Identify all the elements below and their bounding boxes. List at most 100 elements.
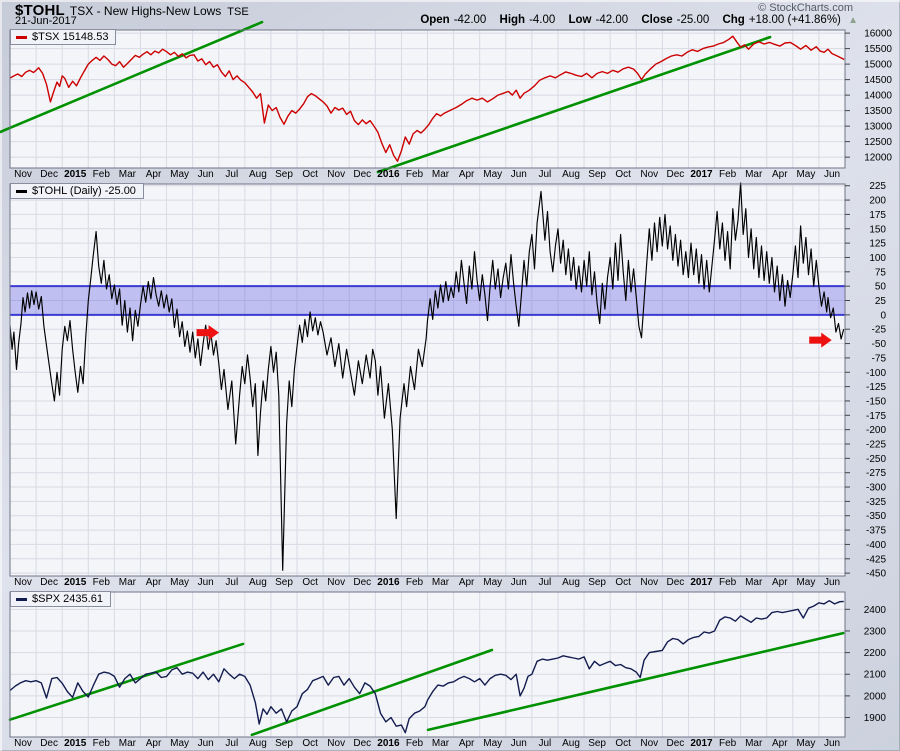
- x-axis-month-label: Aug: [248, 169, 267, 180]
- y-axis-tick-label: 175: [869, 210, 886, 221]
- x-axis-month-label: Mar: [118, 169, 137, 180]
- y-axis-tick-label: -275: [866, 468, 886, 479]
- trendline: [376, 35, 772, 174]
- x-axis-month-label: Jun: [510, 169, 527, 180]
- x-axis-month-label: 2015: [64, 169, 87, 180]
- y-axis-tick-label: -425: [866, 554, 886, 565]
- x-axis-month-label: Aug: [562, 577, 580, 588]
- x-axis-month-label: Nov: [640, 738, 659, 749]
- x-axis-month-label: Feb: [92, 577, 110, 588]
- x-axis-month-label: Nov: [327, 738, 346, 749]
- x-axis-month-label: Apr: [145, 738, 162, 749]
- x-axis-month-label: Dec: [353, 738, 372, 749]
- x-axis-month-label: May: [796, 577, 816, 588]
- y-axis-tick-label: 150: [869, 224, 886, 235]
- x-axis-month-label: Feb: [405, 169, 424, 180]
- y-axis-tick-label: 16000: [864, 29, 892, 40]
- spx-price-panel: 2400 2300 2200 2100 2000 1900: [8, 591, 886, 738]
- y-axis-tick-label: 14500: [864, 75, 892, 86]
- x-axis-month-label: May: [170, 577, 190, 588]
- y-axis-tick-label: -225: [866, 439, 886, 450]
- x-axis-month-label: May: [483, 738, 503, 749]
- panel-border: [9, 591, 846, 738]
- x-axis-month-label: May: [796, 169, 816, 180]
- x-axis-month-label: Jul: [225, 738, 239, 749]
- x-axis-month-label: Dec: [40, 577, 58, 588]
- x-axis-month-label: Dec: [666, 169, 685, 180]
- tsx-legend-dash-icon: [16, 35, 27, 39]
- x-axis-month-label: Dec: [353, 577, 372, 588]
- x-axis-month-label: 2017: [690, 577, 713, 588]
- spx-series-line: [9, 599, 844, 734]
- x-axis-month-label: Apr: [772, 169, 788, 180]
- x-axis-month-label: Apr: [145, 169, 162, 180]
- y-axis-tick-label: -25: [872, 325, 887, 336]
- gridlines: [10, 592, 845, 737]
- y-axis-tick-label: -150: [866, 396, 886, 407]
- panel-border: [9, 29, 846, 169]
- x-axis-month-label: Oct: [615, 738, 631, 749]
- chart-title: TSX - New Highs-New Lows: [69, 4, 222, 18]
- x-axis-month-label: May: [170, 738, 190, 749]
- x-axis-month-label: Jun: [823, 738, 841, 749]
- x-axis-month-label: Jul: [538, 738, 552, 749]
- close-label: Close: [641, 14, 673, 26]
- chart-date: 21-Jun-2017: [15, 15, 77, 27]
- y-axis-labels: 16000 15500 15000 14500 14000 13500 13000 12500…: [845, 29, 892, 164]
- y-axis-tick-label: 2200: [864, 648, 887, 659]
- x-axis-month-label: Jul: [538, 577, 552, 588]
- spx-legend-label: $SPX 2435.61: [32, 593, 103, 605]
- y-axis-tick-label: 225: [869, 181, 886, 192]
- x-axis-month-label: Dec: [353, 169, 372, 180]
- x-axis-month-label: May: [483, 577, 503, 588]
- x-axis-month-label: Feb: [92, 169, 110, 180]
- y-axis-tick-label: -450: [866, 569, 886, 580]
- x-axis-month-label: Jul: [225, 577, 239, 588]
- trendline: [250, 648, 494, 737]
- tohl-indicator-panel: 225 200 175 150 125 100 75 50 25 0 -25 -50 -75 -100 -1…: [9, 181, 887, 580]
- red-arrow-annotation: [196, 325, 220, 341]
- y-axis-tick-label: 15000: [864, 60, 892, 71]
- y-axis-tick-label: 2100: [864, 670, 887, 681]
- y-axis-labels: 2400 2300 2200 2100 2000 1900: [845, 605, 886, 724]
- y-axis-tick-label: -325: [866, 497, 886, 508]
- x-axis-month-label: Mar: [745, 738, 763, 749]
- chg-value: +18.00 (+41.86%): [748, 14, 841, 26]
- ohlc-quote-row: Open -42.00 High -4.00 Low -42.00 Close -25.…: [420, 14, 858, 26]
- open-value: -42.00: [453, 14, 487, 26]
- x-axis-month-label: Nov: [327, 169, 346, 180]
- y-axis-tick-label: 14000: [864, 91, 892, 102]
- x-axis-month-label: Jun: [197, 577, 214, 588]
- x-axis-month-label: May: [796, 738, 816, 749]
- x-axis-month-label: Nov: [14, 169, 32, 180]
- x-axis-month-label: Jun: [823, 577, 841, 588]
- x-axis-month-label: Dec: [40, 169, 58, 180]
- exchange-label: TSE: [227, 6, 249, 18]
- y-axis-tick-label: 1900: [864, 713, 887, 724]
- x-axis-month-label: Sep: [275, 577, 293, 588]
- open-label: Open: [420, 14, 450, 26]
- x-axis-month-label: Jul: [225, 169, 239, 180]
- y-axis-tick-label: 50: [875, 282, 887, 293]
- x-axis-month-label: Jun: [197, 169, 214, 180]
- x-axis-month-label: Oct: [302, 169, 318, 180]
- y-axis-tick-label: 12500: [864, 137, 892, 148]
- y-axis-tick-label: 2300: [864, 626, 887, 637]
- x-axis-month-label: Nov: [640, 577, 659, 588]
- x-axis-month-label: Apr: [458, 169, 475, 180]
- y-axis-tick-label: 2000: [864, 691, 887, 702]
- spx-legend: $SPX 2435.61: [10, 591, 111, 607]
- x-axis-month-label: Feb: [405, 577, 424, 588]
- chg-label: Chg: [722, 14, 745, 26]
- x-axis-month-label: Mar: [745, 169, 763, 180]
- y-axis-tick-label: -200: [866, 425, 886, 436]
- y-axis-tick-label: -75: [872, 353, 887, 364]
- x-axis-month-label: Oct: [302, 577, 318, 588]
- x-axis-month-label: Mar: [118, 577, 137, 588]
- x-axis-month-label: Apr: [458, 577, 475, 588]
- high-label: High: [499, 14, 526, 26]
- x-axis-month-label: 2017: [690, 169, 713, 180]
- x-axis-month-label: Mar: [431, 738, 450, 749]
- y-axis-tick-label: -375: [866, 526, 886, 537]
